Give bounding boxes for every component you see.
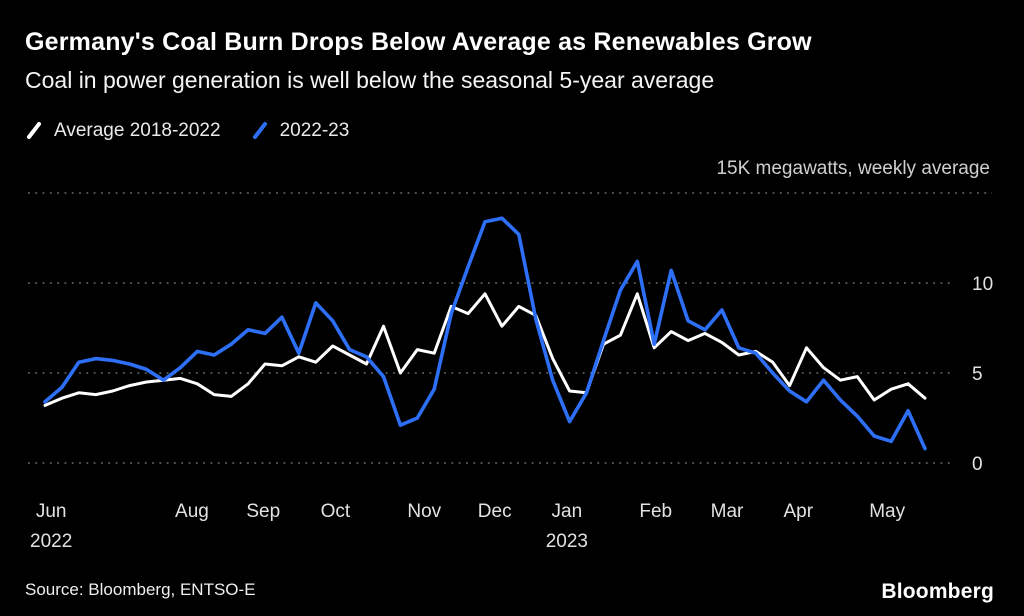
y-axis-tick-label: 5: [972, 364, 983, 385]
chart-title: Germany's Coal Burn Drops Below Average …: [25, 28, 812, 56]
axis-unit-note: 15K megawatts, weekly average: [716, 158, 990, 179]
legend-item-2022-23: 2022-23: [251, 120, 350, 142]
x-axis-year-label: 2022: [30, 531, 72, 552]
x-axis-year-label: 2023: [546, 531, 588, 552]
series-line-2022-23: [43, 216, 927, 451]
blue-line-swatch-icon: [252, 122, 267, 139]
x-axis-month-label: Sep: [246, 501, 280, 522]
x-axis-month-label: Dec: [478, 501, 512, 522]
series-line-average-2018-2022: [43, 292, 927, 407]
coal-burn-line-chart: 10 5 0 Jun 2022 Aug Sep Oct Nov Dec Jan 2023 Feb Mar A…: [28, 192, 993, 552]
source-note: Source: Bloomberg, ENTSO-E: [25, 580, 256, 599]
white-line-swatch-icon: [27, 122, 41, 139]
legend-item-average-2018-2022: Average 2018-2022: [25, 120, 221, 142]
x-axis-month-label: Apr: [783, 501, 813, 522]
legend-label: Average 2018-2022: [54, 120, 221, 141]
legend-label: 2022-23: [279, 120, 350, 141]
x-axis-month-label: Jun: [36, 501, 67, 522]
y-axis-tick-label: 10: [972, 274, 993, 295]
x-axis-month-label: Jan: [552, 501, 583, 522]
x-axis-month-label: Nov: [407, 501, 441, 522]
x-axis-month-label: Aug: [175, 501, 209, 522]
chart-subtitle: Coal in power generation is well below t…: [25, 67, 715, 93]
x-axis-month-label: Mar: [711, 501, 744, 522]
legend: Average 2018-2022 2022-23: [25, 120, 349, 142]
x-axis-month-label: Feb: [639, 501, 672, 522]
x-axis-month-label: May: [869, 501, 905, 522]
y-axis-tick-label: 0: [972, 454, 983, 475]
x-axis-month-label: Oct: [321, 501, 351, 522]
bloomberg-logo: Bloomberg: [881, 580, 994, 603]
